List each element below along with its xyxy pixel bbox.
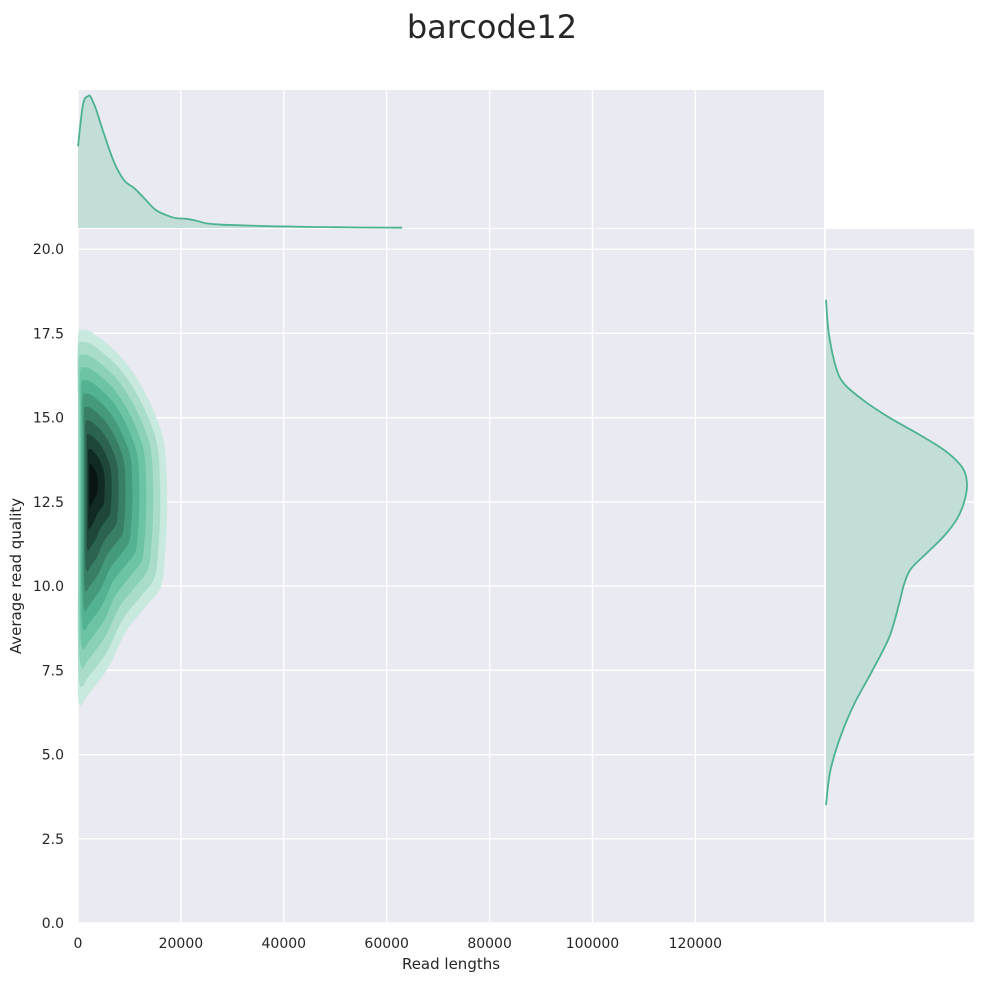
marginal-x-grid — [77, 90, 697, 228]
x-tick-label: 40000 — [262, 936, 307, 952]
joint-grid — [77, 229, 824, 924]
x-tick-label: 100000 — [566, 936, 619, 952]
y-tick-labels: 0.0 2.5 5.0 7.5 10.0 12.5 15.0 17.5 20.0 — [33, 242, 64, 932]
x-tick-label: 20000 — [159, 936, 204, 952]
x-tick-label: 80000 — [467, 936, 512, 952]
marginal-x-background — [78, 90, 824, 228]
marginal-y-density-fill — [826, 299, 968, 806]
joint-background — [78, 229, 824, 923]
y-tick-label: 17.5 — [33, 326, 64, 342]
marginal-x-panel — [77, 90, 824, 229]
marginal-x-density-line — [77, 94, 403, 229]
y-tick-label: 15.0 — [33, 411, 64, 427]
x-axis-label: Read lengths — [402, 955, 500, 973]
x-tick-label: 120000 — [669, 936, 722, 952]
y-tick-label: 5.0 — [42, 748, 64, 764]
joint-panel — [77, 229, 824, 924]
chart-title: barcode12 — [407, 8, 577, 46]
y-tick-label: 2.5 — [42, 832, 64, 848]
x-tick-label: 60000 — [364, 936, 409, 952]
x-tick-labels: 0 20000 40000 60000 80000 100000 120000 — [74, 936, 723, 952]
kde-contour-level — [89, 464, 98, 508]
marginal-y-density-line — [825, 299, 968, 806]
y-axis-label: Average read quality — [7, 498, 25, 654]
y-tick-label: 12.5 — [33, 495, 64, 511]
y-tick-label: 0.0 — [42, 916, 64, 932]
x-tick-label: 0 — [74, 936, 83, 952]
y-tick-label: 7.5 — [42, 663, 64, 679]
y-tick-label: 10.0 — [33, 579, 64, 595]
kde-contours — [77, 328, 168, 706]
marginal-x-density-fill — [78, 95, 403, 229]
marginal-y-panel — [825, 229, 974, 924]
y-tick-label: 20.0 — [33, 242, 64, 258]
